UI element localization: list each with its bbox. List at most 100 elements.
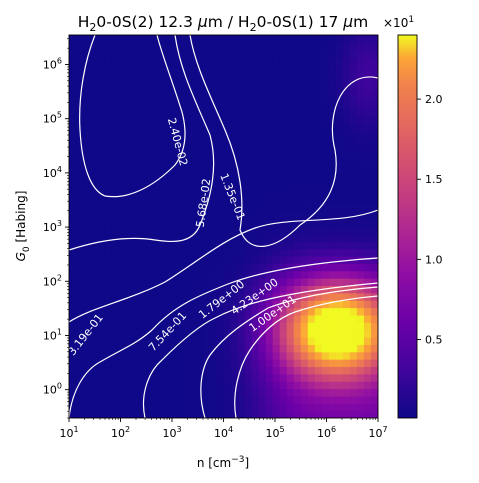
heatmap-cell (216, 366, 225, 375)
heatmap-cell (244, 211, 253, 220)
heatmap-cell (181, 182, 189, 191)
heatmap-cell (314, 403, 323, 412)
heatmap-cell (258, 292, 267, 301)
heatmap-cell (153, 403, 161, 412)
heatmap-cell (160, 226, 168, 235)
heatmap-cell (181, 101, 189, 110)
heatmap-cell (160, 93, 168, 102)
heatmap-cell (244, 322, 253, 331)
heatmap-cell (251, 270, 260, 279)
heatmap-cell (69, 351, 77, 360)
heatmap-cell (335, 167, 344, 176)
heatmap-cell (181, 241, 189, 250)
heatmap-cell (223, 108, 232, 117)
heatmap-cell (279, 42, 288, 51)
heatmap-cell (265, 226, 274, 235)
heatmap-cell (188, 388, 197, 397)
heatmap-cell (237, 123, 246, 132)
heatmap-cell (146, 233, 154, 242)
heatmap-cell (118, 226, 126, 235)
heatmap-cell (223, 322, 232, 331)
heatmap-cell (104, 108, 112, 117)
heatmap-cell (146, 42, 154, 51)
heatmap-cell (195, 300, 204, 309)
heatmap-cell (293, 101, 302, 110)
heatmap-cell (83, 366, 91, 375)
heatmap-cell (349, 116, 358, 124)
heatmap-cell (251, 285, 260, 294)
heatmap-cell (195, 403, 204, 412)
heatmap-cell (160, 336, 168, 345)
heatmap-cell (118, 167, 126, 176)
heatmap-cell (167, 233, 175, 242)
heatmap-cell (230, 123, 239, 132)
heatmap-cell (97, 211, 105, 220)
heatmap-cell (258, 351, 267, 360)
heatmap-cell (132, 359, 140, 368)
heatmap-cell (90, 211, 98, 220)
heatmap-cell (314, 233, 323, 242)
heatmap-cell (230, 351, 239, 360)
heatmap-cell (328, 138, 337, 147)
heatmap-cell (321, 248, 330, 257)
heatmap-cell (125, 263, 133, 272)
heatmap-cell (188, 49, 197, 58)
heatmap-cell (244, 359, 253, 368)
heatmap-cell (83, 314, 91, 323)
heatmap-cell (146, 49, 154, 58)
heatmap-cell (251, 336, 260, 345)
heatmap-cell (328, 322, 337, 331)
heatmap-cell (321, 395, 330, 404)
heatmap-cell (370, 226, 378, 235)
heatmap-cell (237, 270, 246, 279)
heatmap-cell (97, 152, 105, 161)
heatmap-cell (363, 189, 372, 198)
heatmap-cell (314, 366, 323, 375)
heatmap-cell (202, 395, 211, 404)
heatmap-cell (335, 336, 344, 345)
heatmap-cell (111, 152, 119, 161)
heatmap-cell (300, 197, 309, 206)
heatmap-cell (286, 152, 295, 161)
heatmap-cell (363, 263, 372, 272)
heatmap-cell (125, 116, 133, 124)
heatmap-cell (139, 145, 147, 154)
heatmap-cell (146, 300, 154, 309)
heatmap-cell (342, 410, 351, 418)
heatmap-cell (69, 278, 77, 287)
heatmap-cell (314, 351, 323, 360)
heatmap-cell (118, 35, 126, 43)
heatmap-cell (335, 388, 344, 397)
heatmap-cell (258, 71, 267, 80)
heatmap-cell (265, 123, 274, 132)
heatmap-cell (349, 204, 358, 213)
heatmap-cell (279, 123, 288, 132)
heatmap-cell (328, 285, 337, 294)
heatmap-cell (272, 93, 281, 102)
heatmap-cell (209, 123, 218, 132)
heatmap-cell (146, 344, 154, 353)
heatmap-cell (342, 219, 351, 228)
heatmap-cell (132, 285, 140, 294)
heatmap-cell (363, 226, 372, 235)
heatmap-cell (216, 351, 225, 360)
heatmap-cell (335, 322, 344, 331)
heatmap-cell (90, 381, 98, 390)
heatmap-cell (167, 93, 175, 102)
heatmap-cell (97, 167, 105, 176)
heatmap-cell (202, 388, 211, 397)
heatmap-cell (153, 93, 161, 102)
heatmap-cell (153, 344, 161, 353)
heatmap-cell (111, 204, 119, 213)
heatmap-cell (244, 116, 253, 124)
heatmap-cell (230, 248, 239, 257)
heatmap-cell (181, 292, 189, 301)
heatmap-cell (335, 101, 344, 110)
heatmap-cell (188, 307, 197, 316)
heatmap-cell (132, 189, 140, 198)
heatmap-cell (328, 108, 337, 117)
heatmap-cell (83, 233, 91, 242)
heatmap-cell (356, 241, 365, 250)
heatmap-cell (314, 226, 323, 235)
heatmap-cell (307, 93, 316, 102)
